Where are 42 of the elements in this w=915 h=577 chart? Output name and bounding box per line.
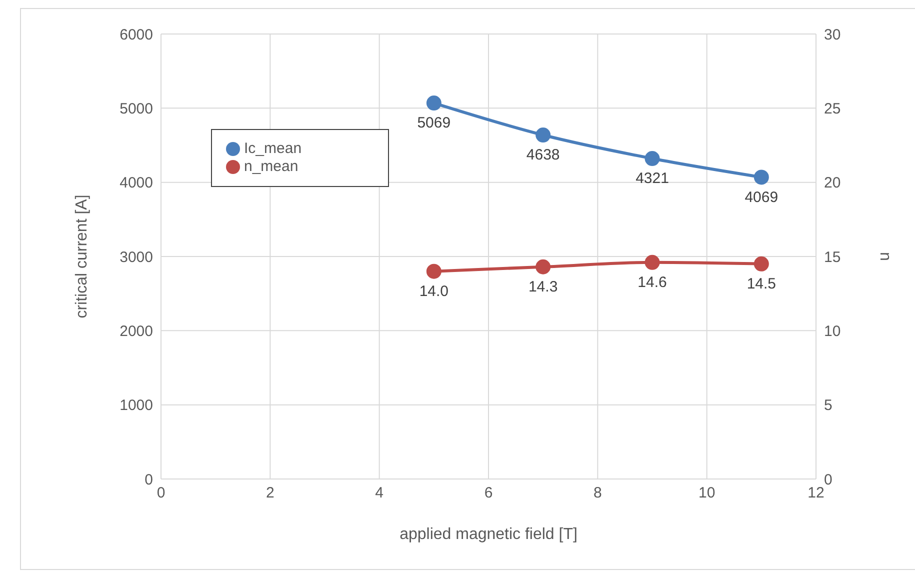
point — [536, 259, 551, 274]
y2-tick-label: 30 — [824, 26, 841, 44]
y2-axis-title: n — [876, 252, 894, 261]
data-label: 4069 — [744, 188, 778, 206]
data-label: 14.5 — [746, 276, 776, 293]
point — [754, 256, 769, 272]
y-tick-label: 0 — [144, 471, 153, 488]
point — [536, 128, 551, 143]
x-tick-label: 4 — [375, 484, 384, 502]
data-label: 5069 — [417, 114, 451, 132]
y-tick-label: 1000 — [120, 397, 153, 414]
x-axis-title: applied magnetic field [T] — [400, 526, 578, 543]
y-tick-label: 4000 — [120, 174, 153, 192]
point — [426, 96, 442, 111]
y2-tick-label: 5 — [824, 397, 832, 414]
y-tick-label: 3000 — [120, 248, 153, 266]
y-tick-label: 5000 — [120, 100, 153, 118]
point — [754, 170, 769, 185]
point — [644, 254, 660, 270]
y2-tick-label: 0 — [824, 471, 832, 488]
y-tick-label: 2000 — [120, 322, 153, 340]
point — [426, 264, 442, 279]
data-label: 4638 — [526, 146, 560, 164]
x-tick-label: 2 — [266, 484, 274, 502]
x-tick-label: 0 — [156, 484, 166, 502]
data-label: 14.3 — [528, 278, 558, 296]
legend-label: n_mean — [244, 158, 298, 175]
y2-tick-label: 25 — [824, 100, 841, 118]
y-tick-label: 6000 — [120, 26, 153, 44]
x-tick-label: 12 — [808, 484, 824, 502]
x-tick-label: 10 — [698, 484, 716, 502]
y-axis-title: critical current [A] — [74, 194, 91, 318]
legend-label: Ic_mean — [244, 140, 302, 157]
x-tick-label: 8 — [593, 484, 602, 502]
data-label: 4321 — [636, 170, 669, 188]
x-tick-label: 6 — [484, 484, 493, 502]
y2-tick-label: 20 — [824, 174, 841, 192]
data-label: 14.6 — [638, 274, 667, 292]
y2-tick-label: 15 — [824, 248, 841, 266]
point — [644, 151, 660, 166]
y2-tick-label: 10 — [824, 322, 841, 340]
data-label: 14.0 — [419, 282, 449, 300]
